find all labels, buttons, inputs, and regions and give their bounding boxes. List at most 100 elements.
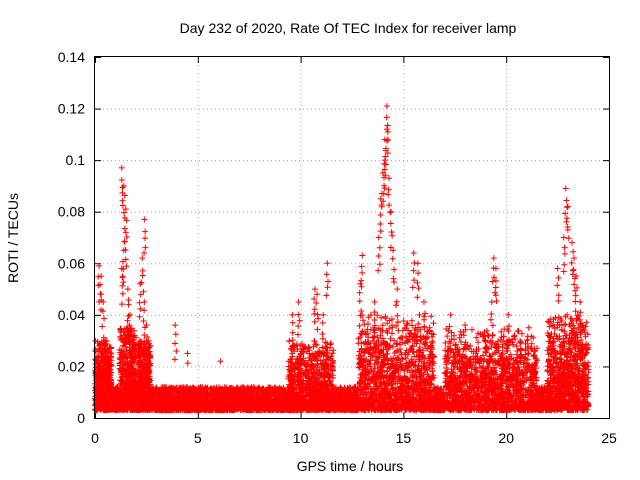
spike-trail-point bbox=[377, 221, 384, 228]
spike-trail-point bbox=[461, 345, 468, 352]
spike-trail-point bbox=[295, 311, 302, 318]
spike-trail-point bbox=[137, 291, 144, 298]
spike-trail-point bbox=[359, 269, 366, 276]
spike-trail-point bbox=[489, 331, 496, 338]
spike-trail-point bbox=[505, 328, 512, 335]
spike-point bbox=[359, 252, 366, 259]
spike-trail-point bbox=[371, 317, 378, 324]
spike-trail-point bbox=[119, 184, 126, 191]
spike-trail-point bbox=[319, 335, 326, 342]
spike-trail-point bbox=[389, 255, 396, 262]
spike-point bbox=[118, 164, 125, 171]
spike-trail-point bbox=[393, 302, 400, 309]
spike-trail-point bbox=[120, 266, 127, 273]
spike-point bbox=[102, 337, 109, 344]
spike-trail-point bbox=[577, 309, 584, 316]
spike-trail-point bbox=[121, 225, 128, 232]
spike-trail-point bbox=[294, 331, 301, 338]
x-tick-label: 0 bbox=[91, 430, 99, 446]
y-tick-label: 0.06 bbox=[58, 255, 85, 271]
spike-trail-point bbox=[574, 341, 581, 348]
spike-point bbox=[122, 229, 129, 236]
spike-trail-point bbox=[461, 341, 468, 348]
spike-trail-point bbox=[571, 281, 578, 288]
spike-point bbox=[568, 239, 575, 246]
spike-trail-point bbox=[143, 338, 150, 345]
scatter-cloud bbox=[92, 311, 592, 414]
spike-trail-point bbox=[357, 312, 364, 319]
spike-point bbox=[311, 286, 318, 293]
spike-trail-point bbox=[311, 310, 318, 317]
spike-trail-point bbox=[446, 323, 453, 330]
spike-trail-point bbox=[141, 307, 148, 314]
chart-title: Day 232 of 2020, Rate Of TEC Index for r… bbox=[180, 20, 517, 36]
spike-trail-point bbox=[126, 344, 133, 351]
spike-trail-point bbox=[420, 333, 427, 340]
spike-trail-point bbox=[491, 289, 498, 296]
spike-trail-point bbox=[314, 311, 321, 318]
spike-trail-point bbox=[171, 356, 178, 363]
spike-trail-point bbox=[323, 271, 330, 278]
spike-trail-point bbox=[411, 277, 418, 284]
x-tick-label: 25 bbox=[601, 430, 617, 446]
spike-point bbox=[394, 286, 401, 293]
spike-trail-point bbox=[570, 248, 577, 255]
spike-trail-point bbox=[382, 161, 389, 168]
spike-trail-point bbox=[319, 344, 326, 351]
spike-trail-point bbox=[390, 275, 397, 282]
spike-point bbox=[98, 273, 105, 280]
spike-trail-point bbox=[120, 279, 127, 286]
spike-trail-point bbox=[358, 308, 365, 315]
spike-trail-point bbox=[376, 244, 383, 251]
spike-trail-point bbox=[564, 204, 571, 211]
spike-trail-point bbox=[391, 266, 398, 273]
spike-point bbox=[573, 273, 580, 280]
spike-trail-point bbox=[125, 301, 132, 308]
spike-point bbox=[488, 298, 495, 305]
spike-trail-point bbox=[127, 327, 134, 334]
spike-trail-point bbox=[560, 268, 567, 275]
spike-trail-point bbox=[289, 337, 296, 344]
spike-trail-point bbox=[570, 266, 577, 273]
spike-point bbox=[383, 126, 390, 133]
spike-trail-point bbox=[313, 299, 320, 306]
x-tick-label: 20 bbox=[498, 430, 514, 446]
spike-trail-point bbox=[577, 331, 584, 338]
spike-point bbox=[562, 185, 569, 192]
x-tick-label: 15 bbox=[396, 430, 412, 446]
spike-trail-point bbox=[370, 326, 377, 333]
spike-trail-point bbox=[391, 279, 398, 286]
spike-trail-point bbox=[562, 210, 569, 217]
y-tick-label: 0.04 bbox=[58, 307, 85, 323]
spike-point bbox=[575, 324, 582, 331]
spike-trail-point bbox=[172, 340, 179, 347]
spike-trail-point bbox=[572, 292, 579, 299]
spike-trail-point bbox=[142, 228, 149, 235]
spike-trail-point bbox=[375, 267, 382, 274]
spike-trail-point bbox=[525, 343, 532, 350]
spike-trail-point bbox=[123, 263, 130, 270]
spike-trail-point bbox=[381, 160, 388, 167]
spike-trail-point bbox=[142, 356, 149, 363]
spike-trail-point bbox=[565, 235, 572, 242]
spike-point bbox=[420, 298, 427, 305]
spike-trail-point bbox=[489, 278, 496, 285]
spike-point bbox=[505, 311, 512, 318]
spike-trail-point bbox=[324, 278, 331, 285]
spike-point bbox=[447, 311, 454, 318]
spike-trail-point bbox=[563, 197, 570, 204]
spike-point bbox=[118, 265, 125, 272]
spike-point bbox=[414, 260, 421, 267]
spike-point bbox=[390, 247, 397, 254]
spike-trail-point bbox=[125, 313, 132, 320]
y-tick-label: 0.1 bbox=[66, 152, 86, 168]
spike-trail-point bbox=[140, 288, 147, 295]
spike-trail-point bbox=[140, 317, 147, 324]
spike-trail-point bbox=[554, 282, 561, 289]
spike-trail-point bbox=[296, 317, 303, 324]
spike-point bbox=[320, 311, 327, 318]
spike-trail-point bbox=[311, 318, 318, 325]
spike-point bbox=[172, 322, 179, 329]
spike-trail-point bbox=[555, 298, 562, 305]
